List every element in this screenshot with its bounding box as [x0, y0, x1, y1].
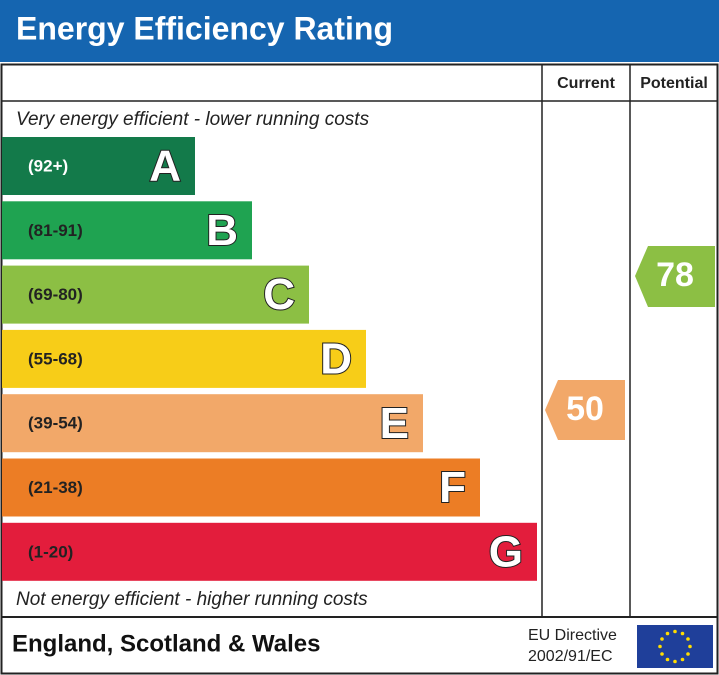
band-range: (39-54) — [28, 414, 83, 433]
eu-star — [673, 629, 677, 634]
eu-star — [660, 652, 664, 656]
frame — [0, 63, 719, 675]
potential-arrow — [635, 246, 715, 307]
title-bar — [0, 0, 719, 62]
band — [2, 458, 480, 517]
column-header: Potential — [640, 75, 708, 92]
potential-value: 78 — [656, 256, 694, 294]
band — [2, 394, 423, 453]
eu-star — [665, 657, 670, 662]
band-range: (92+) — [28, 156, 68, 175]
band — [2, 329, 366, 388]
eu-stars — [658, 629, 692, 664]
band — [2, 137, 195, 195]
band-letter: E — [380, 399, 409, 448]
band-letter: D — [320, 335, 352, 384]
eu-star — [660, 637, 664, 641]
band — [2, 522, 537, 581]
band-range: (1-20) — [28, 542, 73, 561]
directive: EU Directive — [528, 627, 617, 644]
top-note: Very energy efficient - lower running co… — [16, 109, 370, 130]
eu-star — [673, 659, 677, 664]
directive: 2002/91/EC — [528, 648, 613, 665]
band-range: (21-38) — [28, 478, 83, 497]
column-header: Current — [557, 75, 615, 92]
band-letter: A — [149, 142, 181, 191]
band-letter: B — [206, 206, 238, 255]
band-range: (55-68) — [28, 349, 83, 368]
eu-star — [680, 657, 685, 662]
eu-star — [686, 652, 690, 656]
band-letter: G — [489, 527, 523, 576]
band — [2, 201, 252, 260]
band-range: (81-91) — [28, 221, 83, 240]
eu-star — [658, 644, 662, 649]
bottom-note: Not energy efficient - higher running co… — [16, 589, 368, 610]
current-value: 50 — [566, 390, 604, 428]
eu-star — [686, 637, 690, 641]
eu-star — [665, 631, 670, 636]
current-arrow — [545, 380, 625, 440]
band-letter: C — [263, 270, 295, 319]
eu-star — [680, 631, 685, 636]
eu-star — [688, 644, 692, 649]
region: England, Scotland & Wales — [12, 630, 320, 657]
title: Energy Efficiency Rating — [16, 10, 393, 46]
band-range: (69-80) — [28, 285, 83, 304]
band — [2, 265, 309, 324]
band-letter: F — [439, 463, 466, 512]
